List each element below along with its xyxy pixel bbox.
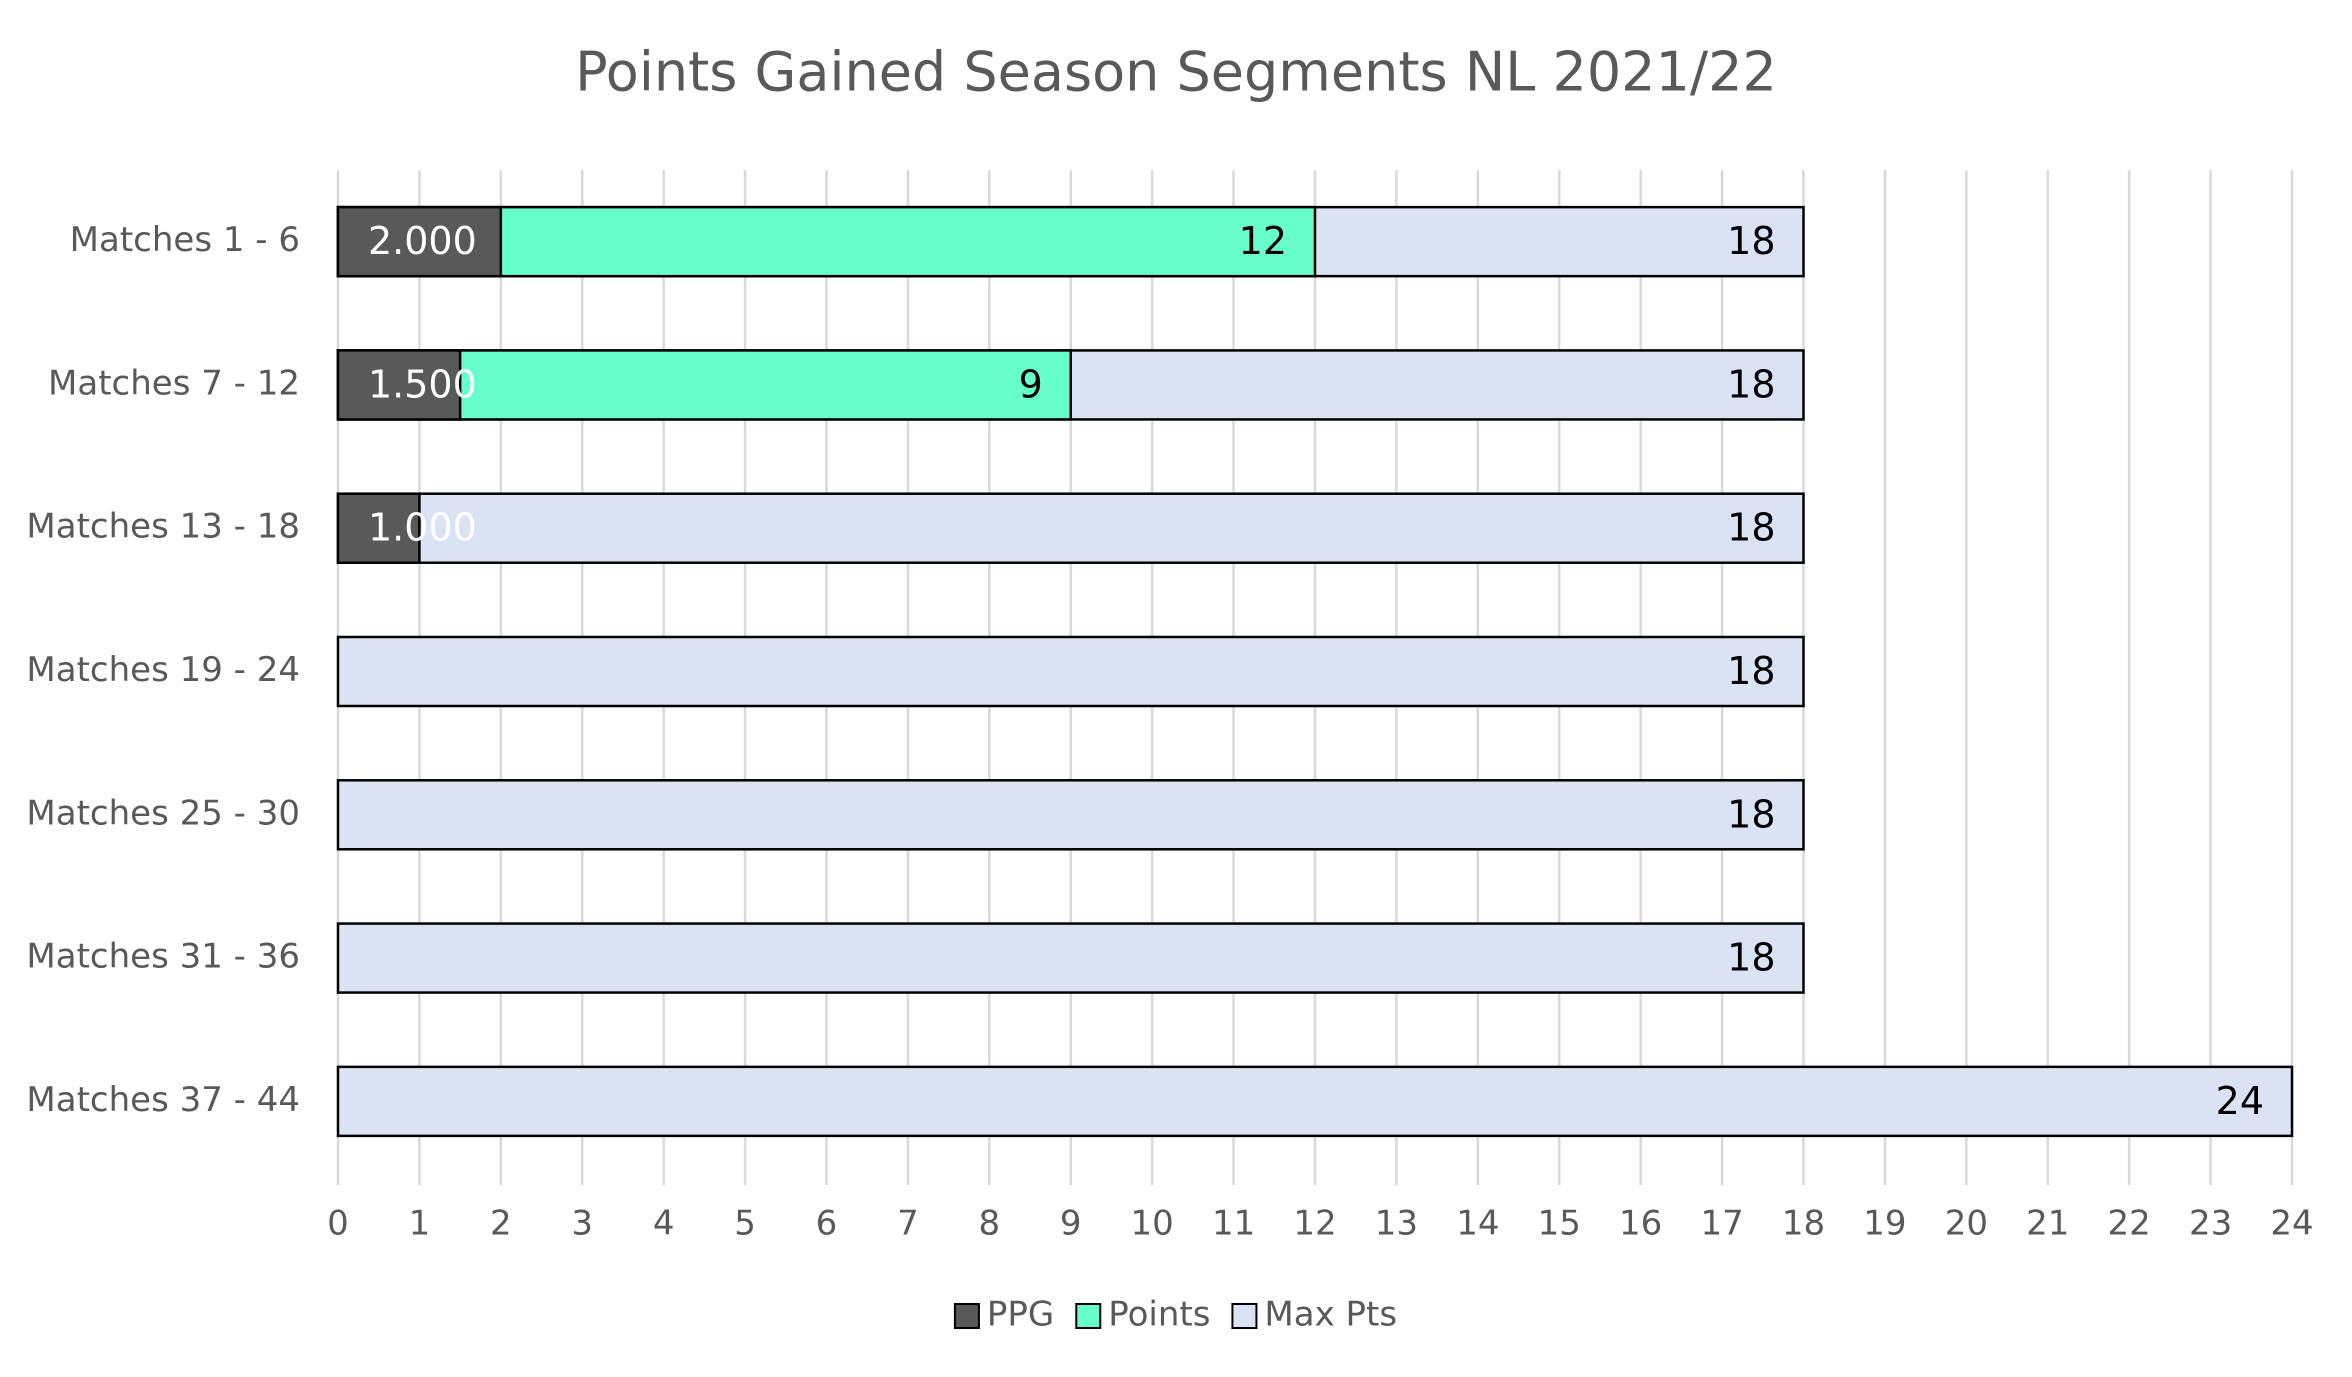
x-tick-label: 21 [2026, 1204, 2069, 1244]
bar [336, 492, 421, 564]
y-tick-label: Matches 13 - 18 [26, 507, 300, 547]
legend-swatch [953, 1303, 980, 1329]
legend-swatch [1075, 1303, 1102, 1329]
x-tick-label: 13 [1375, 1204, 1418, 1244]
x-tick-label: 19 [1863, 1204, 1906, 1244]
y-tick-label: Matches 19 - 24 [26, 650, 300, 690]
data-label: 9 [1019, 362, 1043, 406]
legend-label: Max Pts [1264, 1295, 1397, 1335]
data-label: 1.000 [368, 506, 477, 550]
data-label: 18 [1727, 219, 1775, 263]
data-label: 18 [1727, 936, 1775, 980]
x-tick-label: 14 [1456, 1204, 1499, 1244]
y-tick-label: Matches 31 - 36 [26, 937, 300, 977]
x-tick-label: 6 [816, 1204, 838, 1244]
data-label: 12 [1239, 219, 1287, 263]
y-tick-label: Matches 37 - 44 [26, 1080, 300, 1120]
bar [336, 922, 1805, 994]
data-label: 18 [1727, 362, 1775, 406]
bar [336, 779, 1805, 851]
x-tick-label: 9 [1060, 1204, 1082, 1244]
data-label: 18 [1727, 792, 1775, 836]
x-tick-label: 12 [1293, 1204, 1336, 1244]
bar [336, 1065, 2294, 1138]
x-tick-label: 20 [1945, 1204, 1988, 1244]
data-label: 24 [2216, 1079, 2264, 1123]
x-tick-label: 15 [1538, 1204, 1581, 1244]
y-tick-label: Matches 7 - 12 [48, 363, 300, 403]
legend-label: Points [1108, 1295, 1210, 1335]
x-tick-label: 7 [897, 1204, 919, 1244]
x-tick-label: 18 [1782, 1204, 1825, 1244]
x-tick-label: 4 [653, 1204, 675, 1244]
legend-label: PPG [987, 1295, 1054, 1335]
data-label: 2.000 [368, 219, 477, 263]
x-tick-label: 5 [734, 1204, 756, 1244]
chart-title: Points Gained Season Segments NL 2021/22 [575, 41, 1777, 104]
x-tick-label: 10 [1131, 1204, 1174, 1244]
x-tick-label: 2 [490, 1204, 512, 1244]
x-tick-label: 24 [2270, 1204, 2313, 1244]
bar [336, 349, 462, 421]
data-label: 18 [1727, 506, 1775, 550]
x-tick-label: 16 [1619, 1204, 1662, 1244]
data-label: 1.500 [368, 362, 477, 406]
x-tick-label: 3 [571, 1204, 593, 1244]
x-tick-label: 22 [2108, 1204, 2151, 1244]
x-tick-label: 1 [409, 1204, 431, 1244]
legend-swatch [1231, 1303, 1258, 1329]
x-tick-label: 8 [979, 1204, 1001, 1244]
bar [336, 635, 1805, 708]
x-tick-label: 11 [1212, 1204, 1255, 1244]
data-label: 18 [1727, 649, 1775, 693]
bar [336, 492, 1805, 564]
x-tick-label: 17 [1700, 1204, 1743, 1244]
y-tick-label: Matches 25 - 30 [26, 793, 300, 833]
x-tick-label: 0 [327, 1204, 349, 1244]
bar [336, 205, 503, 278]
y-tick-label: Matches 1 - 6 [70, 220, 300, 260]
x-tick-label: 23 [2189, 1204, 2232, 1244]
